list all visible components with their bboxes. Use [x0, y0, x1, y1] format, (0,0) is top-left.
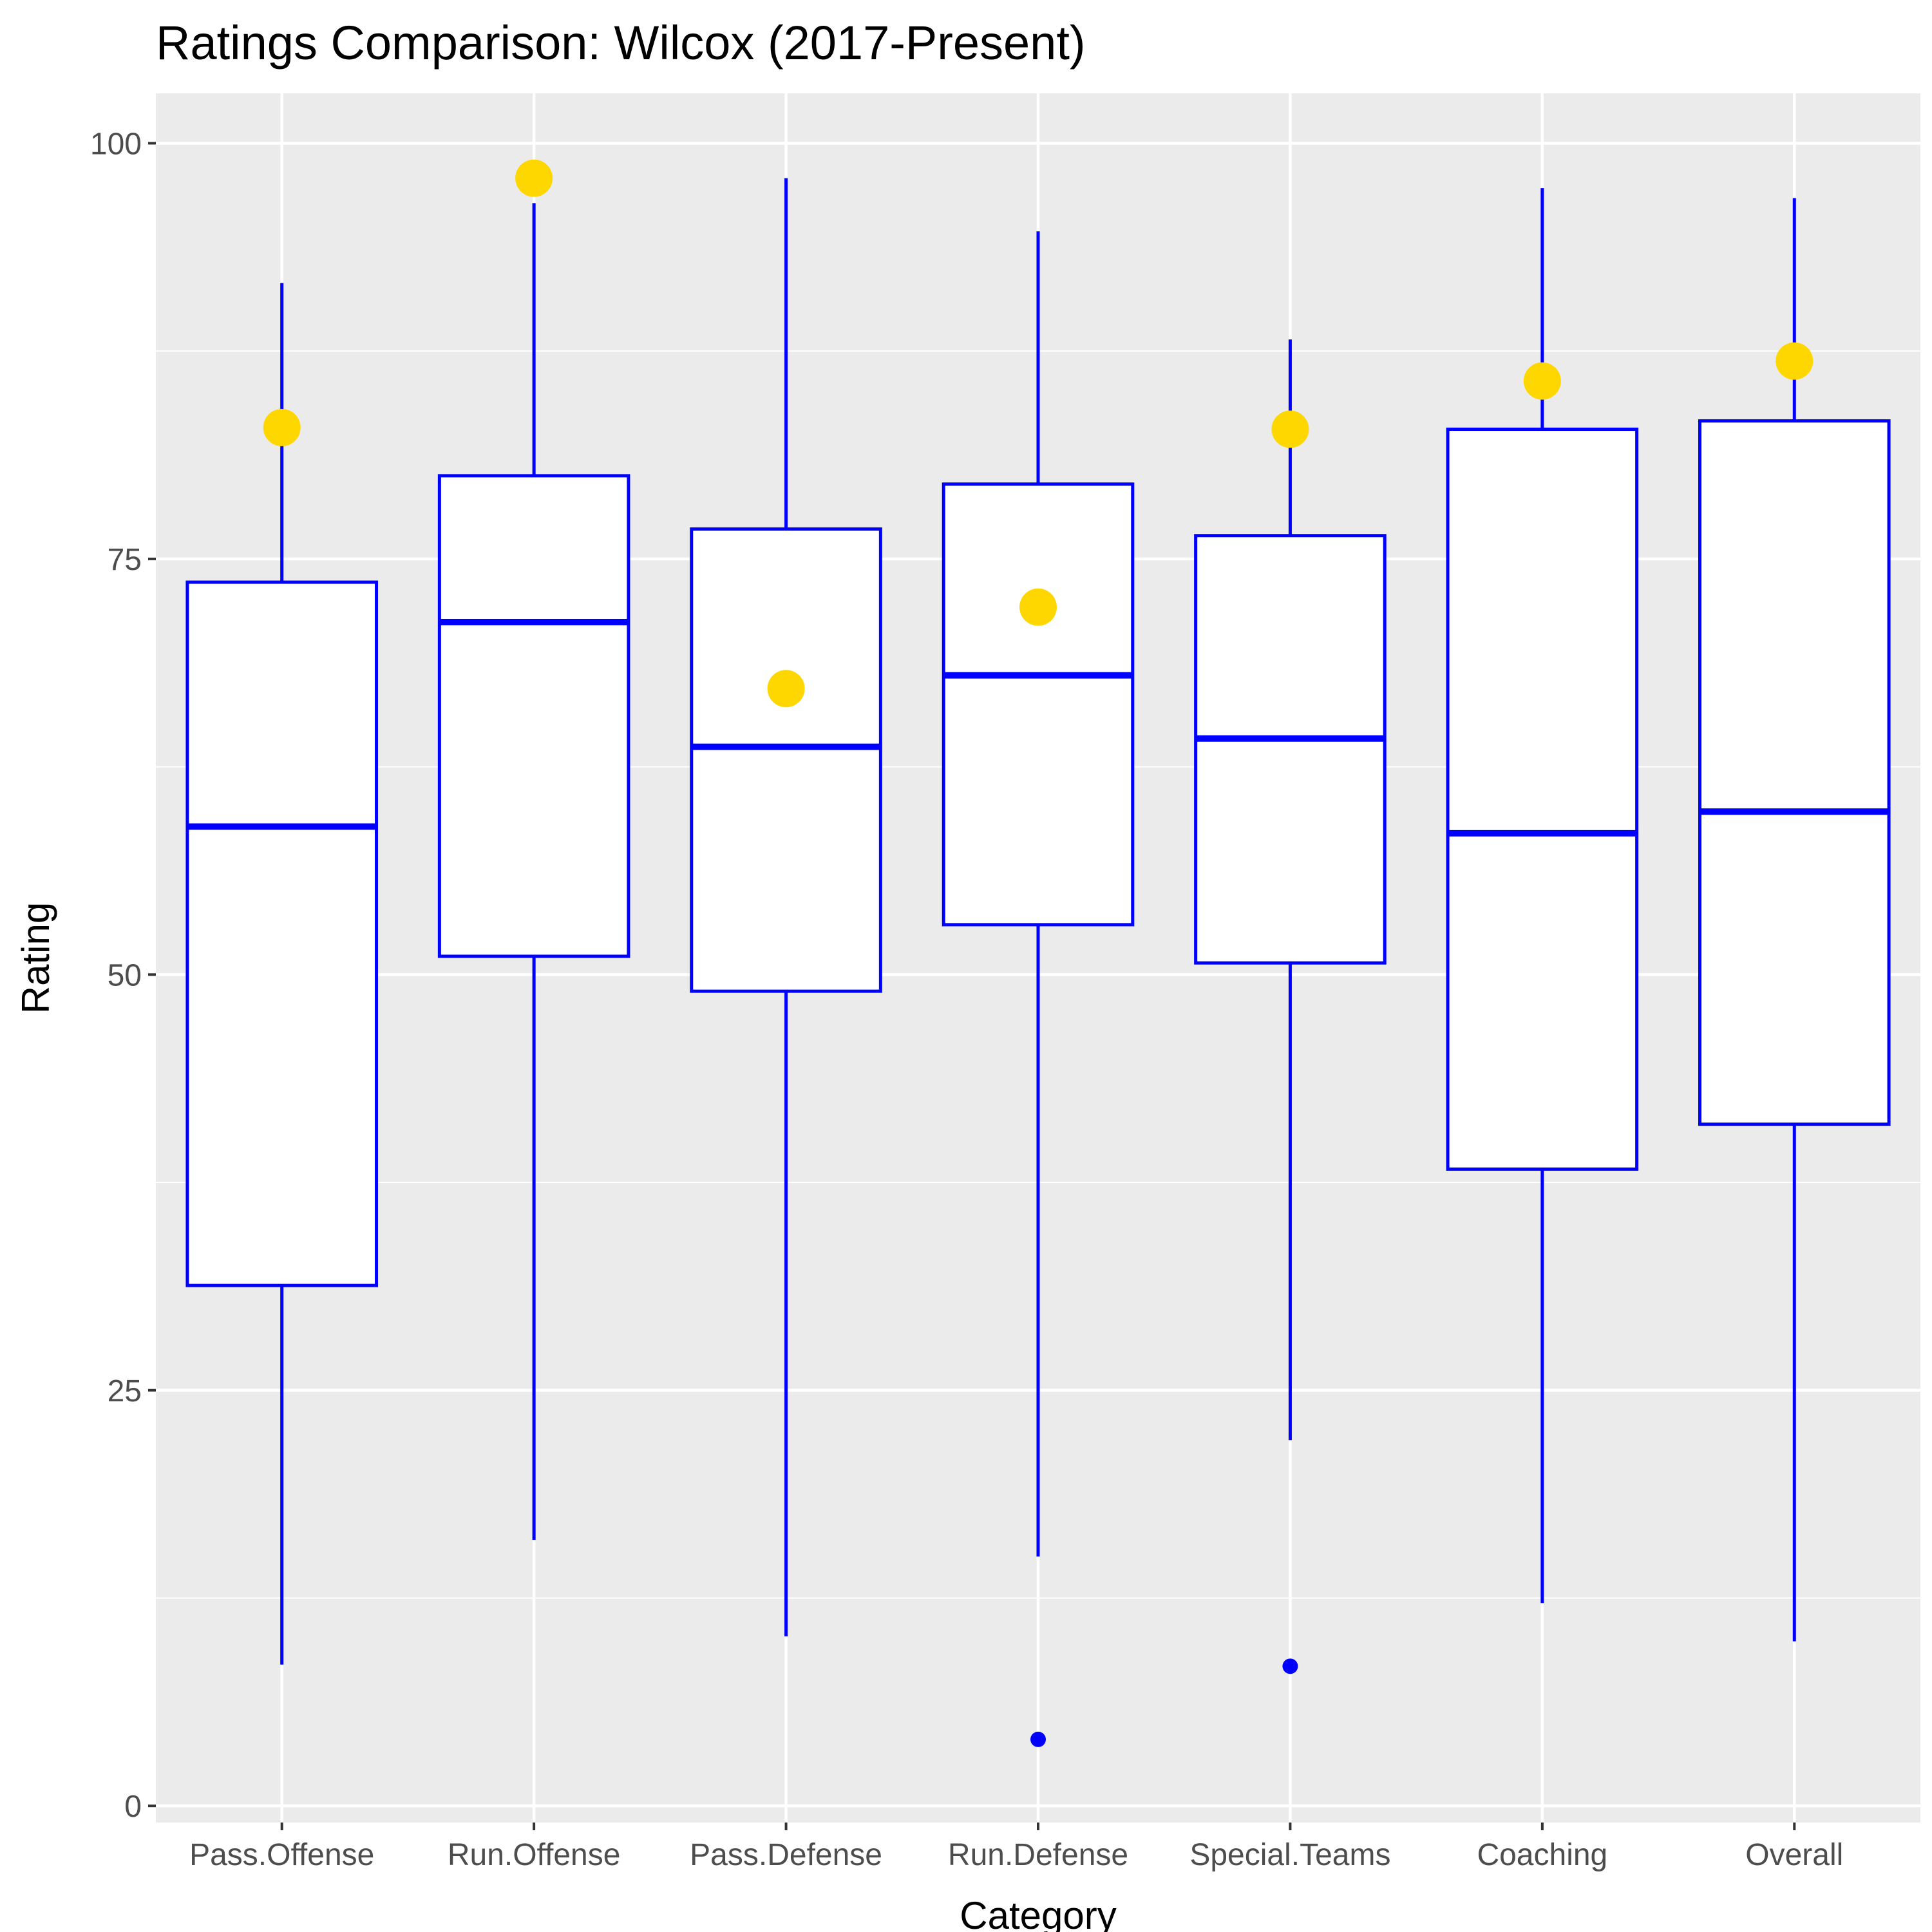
y-axis: 0 25 50 75 100 — [90, 127, 156, 1824]
y-tick-label: 100 — [90, 127, 142, 161]
box-overall — [1698, 198, 1891, 1642]
y-axis-title: Rating — [14, 902, 57, 1014]
box-iqr — [690, 527, 882, 993]
box-iqr — [1446, 428, 1639, 1171]
x-axis-title: Category — [960, 1894, 1116, 1932]
y-tick-label: 50 — [108, 958, 142, 992]
x-axis: Pass.Offense Run.Offense Pass.Defense Run.D… — [189, 1823, 1843, 1872]
highlight-points — [263, 159, 1814, 708]
y-tick-label: 0 — [124, 1790, 142, 1824]
outlier-point — [1030, 1731, 1046, 1747]
x-tick-label: Overall — [1745, 1838, 1843, 1872]
outlier-point — [1282, 1658, 1298, 1674]
box-iqr — [1698, 419, 1891, 1126]
highlight-point-run-defense — [1019, 588, 1057, 626]
boxplot-series — [185, 178, 1891, 1747]
box-run-defense — [942, 231, 1135, 1747]
highlight-point-overall — [1776, 342, 1814, 380]
box-iqr — [185, 580, 378, 1287]
box-pass-defense — [690, 178, 882, 1636]
y-tick-label: 75 — [108, 543, 142, 577]
box-run-offense — [437, 203, 630, 1540]
highlight-point-run-offense — [515, 159, 553, 197]
box-iqr — [1194, 534, 1387, 965]
x-tick-label: Special.Teams — [1189, 1838, 1390, 1872]
y-tick-label: 25 — [108, 1374, 142, 1408]
x-tick-label: Pass.Offense — [189, 1838, 374, 1872]
x-tick-label: Pass.Defense — [690, 1838, 882, 1872]
box-iqr — [437, 474, 630, 958]
box-iqr — [942, 482, 1135, 927]
chart-title: Ratings Comparison: Wilcox (2017-Present… — [156, 16, 1086, 70]
highlight-point-pass-offense — [263, 408, 301, 446]
x-tick-label: Run.Defense — [948, 1838, 1128, 1872]
highlight-point-special-teams — [1271, 410, 1309, 448]
box-coaching — [1446, 188, 1639, 1604]
x-tick-label: Run.Offense — [448, 1838, 621, 1872]
highlight-point-pass-defense — [767, 670, 805, 708]
highlight-point-coaching — [1523, 362, 1561, 400]
x-tick-label: Coaching — [1477, 1838, 1607, 1872]
box-pass-offense — [185, 283, 378, 1665]
